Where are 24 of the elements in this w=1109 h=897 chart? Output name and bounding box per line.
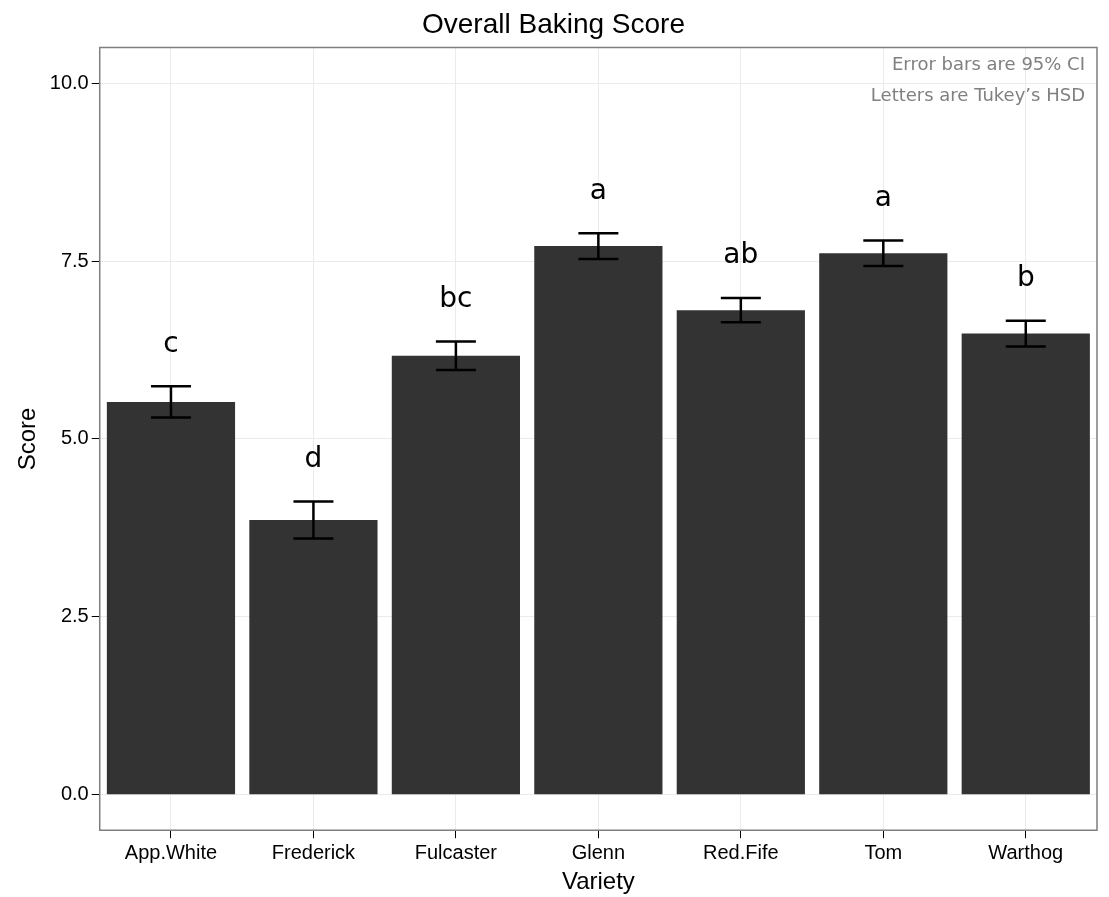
chart-title: Overall Baking Score (421, 7, 686, 39)
y-tick-label: 10.0 (49, 70, 89, 93)
data-label: b (1016, 260, 1035, 294)
y-tick-label: 0.0 (60, 782, 89, 805)
data-label: a (874, 179, 892, 213)
x-tick-label: Tom (864, 840, 903, 863)
x-tick-label: Frederick (271, 840, 357, 863)
y-tick-label: 7.5 (60, 248, 89, 271)
data-label: bc (439, 280, 473, 314)
data-label: c (163, 325, 179, 359)
data-label: d (304, 440, 323, 474)
x-tick-label: App.White (124, 840, 218, 863)
y-axis-title: Score (13, 407, 41, 471)
data-label: a (589, 172, 607, 206)
annotation: Letters are Tukey’s HSD (870, 84, 1085, 106)
x-tick-label: Fulcaster (414, 840, 498, 863)
data-label: ab (723, 237, 759, 271)
x-tick-label: Red.Fife (703, 840, 779, 863)
x-tick-label: Glenn (571, 840, 626, 863)
y-tick-label: 2.5 (60, 604, 89, 627)
x-tick-label: Warthog (988, 840, 1064, 863)
annotation: Error bars are 95% CI (892, 53, 1085, 75)
y-tick-label: 5.0 (60, 426, 89, 449)
x-axis-title: Variety (561, 867, 635, 895)
